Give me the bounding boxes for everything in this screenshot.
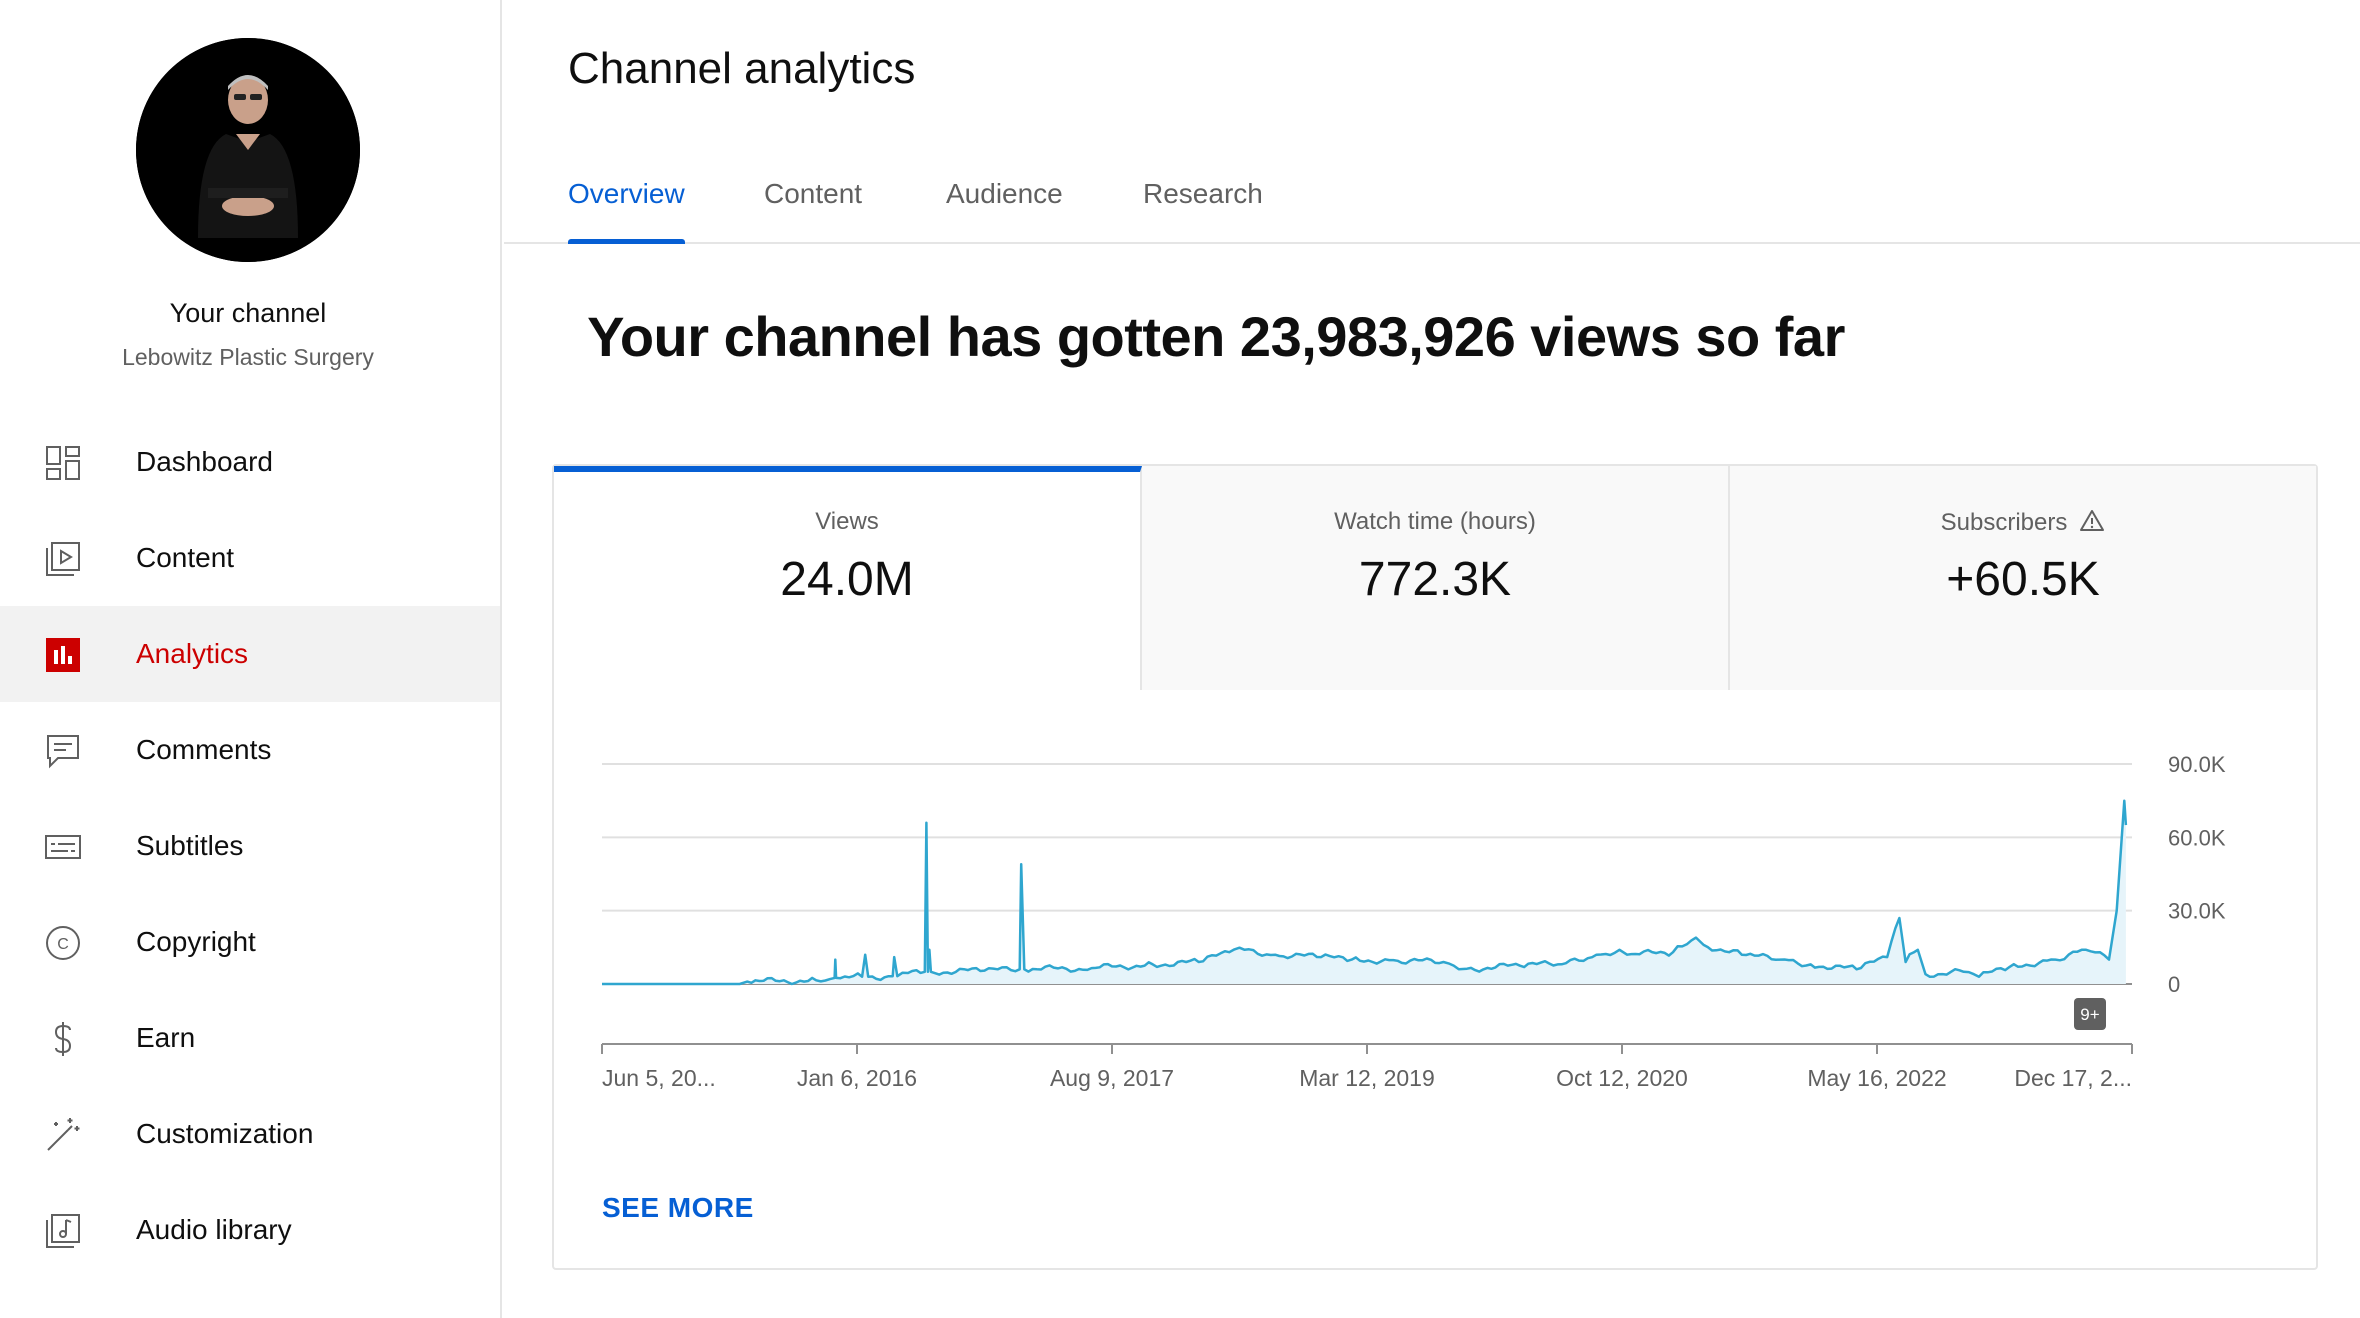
channel-name: Lebowitz Plastic Surgery: [122, 344, 374, 370]
x-tick-label: May 16, 2022: [1807, 1065, 1946, 1091]
metric-value: +60.5K: [1946, 553, 2100, 606]
sidebar-item-customization[interactable]: Customization: [0, 1086, 500, 1182]
warning-icon[interactable]: [2079, 508, 2105, 534]
views-line-chart: 90.0K 60.0K 30.0K 0 Jun 5, 20... Jan 6, 2016 A…: [554, 690, 2316, 1170]
sidebar-item-label: Content: [136, 542, 235, 573]
x-tick-label: Jan 6, 2016: [797, 1065, 917, 1091]
annotation-badge-label: 9+: [2080, 1005, 2099, 1024]
y-tick-label: 30.0K: [2168, 899, 2226, 924]
sidebar-item-comments[interactable]: Comments: [0, 702, 500, 798]
channel-avatar[interactable]: [136, 38, 360, 262]
customization-icon: [44, 1116, 82, 1154]
x-tick-label: Aug 9, 2017: [1050, 1065, 1174, 1091]
y-tick-label: 60.0K: [2168, 825, 2226, 850]
subtitles-icon: [44, 828, 82, 866]
dashboard-icon: [44, 444, 82, 482]
views-series-line: [602, 799, 2128, 986]
tab-bar: Overview Content Audience Research: [504, 160, 2360, 244]
comments-icon: [44, 732, 82, 770]
audio-library-icon: [44, 1212, 82, 1250]
x-tick-label: Mar 12, 2019: [1299, 1065, 1435, 1091]
metric-label: Subscribers: [1940, 509, 2068, 536]
metric-tabs: Views 24.0M Watch time (hours) 772.3K Su…: [554, 466, 2316, 690]
copyright-icon: C: [44, 924, 82, 962]
metric-subscribers[interactable]: Subscribers +60.5K: [1730, 466, 2316, 690]
analytics-card: Views 24.0M Watch time (hours) 772.3K Su…: [552, 464, 2318, 1270]
metric-label: Views: [815, 508, 879, 535]
metric-views[interactable]: Views 24.0M: [554, 466, 1142, 690]
channel-title: Your channel: [169, 298, 327, 328]
sidebar-item-label: Subtitles: [136, 830, 244, 861]
sidebar-item-label: Analytics: [136, 638, 249, 669]
sidebar-item-label: Dashboard: [136, 446, 273, 477]
sidebar-item-label: Earn: [136, 1022, 196, 1053]
sidebar-item-label: Customization: [136, 1118, 314, 1149]
sidebar-item-label: Audio library: [136, 1214, 292, 1245]
metric-value: 772.3K: [1358, 553, 1512, 606]
total-views-headline: Your channel has gotten 23,983,926 views…: [587, 305, 1845, 368]
sidebar-item-label: Copyright: [136, 926, 256, 957]
x-tick-label: Oct 12, 2020: [1556, 1065, 1688, 1091]
metric-value: 24.0M: [780, 553, 914, 606]
sidebar-item-earn[interactable]: Earn: [0, 990, 500, 1086]
analytics-icon: [44, 636, 82, 674]
y-tick-label: 90.0K: [2168, 752, 2226, 777]
x-tick-label: Dec 17, 2...: [2014, 1065, 2132, 1091]
tab-audience[interactable]: Audience: [946, 178, 1063, 209]
tab-overview[interactable]: Overview: [568, 178, 685, 244]
sidebar-item-analytics[interactable]: Analytics: [0, 606, 500, 702]
chart-svg: 90.0K 60.0K 30.0K 0 Jun 5, 20... Jan 6, 2016 A…: [601, 752, 2226, 1091]
earn-icon: [44, 1020, 82, 1058]
x-tick-label: Jun 5, 20...: [602, 1065, 716, 1091]
y-tick-label: 0: [2168, 972, 2180, 997]
sidebar-item-dashboard[interactable]: Dashboard: [0, 414, 500, 510]
sidebar-item-content[interactable]: Content: [0, 510, 500, 606]
metric-label-row: Subscribers: [1730, 508, 2316, 537]
sidebar: Your channel Lebowitz Plastic Surgery Da…: [0, 0, 502, 1318]
views-area: [602, 800, 2126, 984]
sidebar-item-copyright[interactable]: C Copyright: [0, 894, 500, 990]
annotation-badge: [2074, 998, 2106, 1030]
metric-watch-time[interactable]: Watch time (hours) 772.3K: [1142, 466, 1730, 690]
sidebar-item-subtitles[interactable]: Subtitles: [0, 798, 500, 894]
see-more-link[interactable]: SEE MORE: [602, 1192, 754, 1223]
content-icon: [44, 540, 82, 578]
tab-content[interactable]: Content: [764, 178, 863, 209]
svg-text:C: C: [57, 936, 69, 953]
avatar-image: [136, 38, 360, 262]
sidebar-nav: Dashboard Content Analytics Comments Sub…: [0, 414, 500, 1278]
tab-research[interactable]: Research: [1143, 178, 1263, 209]
sidebar-item-label: Comments: [136, 734, 272, 765]
main-content: Channel analytics Overview Content Audie…: [504, 0, 2360, 1318]
sidebar-item-audio-library[interactable]: Audio library: [0, 1182, 500, 1278]
page-title: Channel analytics: [568, 44, 916, 93]
metric-label: Watch time (hours): [1334, 508, 1536, 535]
